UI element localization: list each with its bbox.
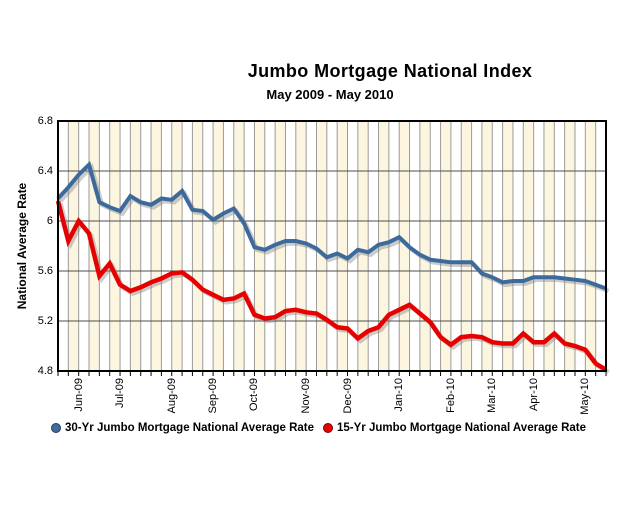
x-tick-label: Sep-09 xyxy=(207,378,220,414)
x-tick-label: Jun-09 xyxy=(72,378,85,412)
plot-stripe xyxy=(120,121,131,371)
chart-title: Jumbo Mortgage National Index xyxy=(247,61,533,81)
x-tick-label: Dec-09 xyxy=(341,378,354,414)
plot-stripe xyxy=(512,121,524,371)
plot-stripe xyxy=(554,121,565,371)
x-tick-label: Jul-09 xyxy=(114,378,127,408)
plot-stripe xyxy=(399,121,410,371)
series-line-15yr xyxy=(55,200,608,372)
plot-stripe xyxy=(295,121,307,371)
plot-stripe xyxy=(130,121,141,371)
plot-stripe xyxy=(533,121,544,371)
plot-stripe xyxy=(275,121,286,371)
plot-stripe xyxy=(430,121,441,371)
y-tick-label: 4.8 xyxy=(37,365,53,377)
plot-stripe xyxy=(388,121,400,371)
plot-stripe xyxy=(419,121,431,371)
x-tick-label: Oct-09 xyxy=(248,378,261,412)
x-tick-label: Feb-10 xyxy=(444,378,457,413)
plot-stripe xyxy=(368,121,379,371)
y-tick-label: 6.4 xyxy=(37,165,53,177)
plot-stripe xyxy=(202,121,214,371)
plot-stripe xyxy=(58,121,69,371)
plot-stripe xyxy=(337,121,348,371)
plot-stripe xyxy=(223,121,234,371)
y-tick-label: 5.2 xyxy=(37,315,53,327)
y-tick-label: 6 xyxy=(46,215,53,227)
plot-stripe xyxy=(244,121,255,371)
series-line-30yr xyxy=(56,160,607,291)
plot-stripe xyxy=(109,121,121,371)
plot-stripe xyxy=(78,121,90,371)
legend-item: 15-Yr Jumbo Mortgage National Average Ra… xyxy=(323,422,586,434)
plot-stripe xyxy=(574,121,586,371)
plot-stripe xyxy=(182,121,193,371)
series-shadow xyxy=(58,162,610,294)
plot-stripe xyxy=(347,121,358,371)
plot-stripe xyxy=(481,121,493,371)
legend-item: 30-Yr Jumbo Mortgage National Average Ra… xyxy=(50,422,314,434)
plot-stripe xyxy=(233,121,245,371)
plot-stripe xyxy=(502,121,513,371)
y-tick-label: 6.8 xyxy=(37,115,53,127)
legend-dot-icon xyxy=(50,423,61,433)
y-tick-label: 5.6 xyxy=(37,265,53,277)
plot-stripe xyxy=(316,121,327,371)
plot-stripe xyxy=(543,121,555,371)
plot-stripe xyxy=(523,121,534,371)
plot-stripe xyxy=(471,121,482,371)
plot-stripe xyxy=(171,121,183,371)
plot-stripe xyxy=(595,121,606,371)
plot-stripe xyxy=(99,121,110,371)
x-tick-label: Nov-09 xyxy=(300,378,313,414)
plot-stripe xyxy=(161,121,172,371)
plot-stripe xyxy=(285,121,296,371)
x-tick-label: Apr-10 xyxy=(527,378,540,412)
plot-stripe xyxy=(461,121,472,371)
plot-stripe xyxy=(378,121,389,371)
x-tick-label: Aug-09 xyxy=(165,378,178,414)
legend-label: 15-Yr Jumbo Mortgage National Average Ra… xyxy=(337,422,587,434)
plot-stripe xyxy=(492,121,503,371)
plot-stripe xyxy=(585,121,596,371)
x-tick-label: May-10 xyxy=(579,378,592,415)
plot-stripe xyxy=(151,121,162,371)
x-tick-label: Jan-10 xyxy=(393,378,406,412)
plot-stripe xyxy=(140,121,152,371)
plot-stripe xyxy=(326,121,338,371)
plot-stripe xyxy=(450,121,462,371)
plot-stripe xyxy=(213,121,224,371)
chart-subtitle: May 2009 - May 2010 xyxy=(266,87,394,102)
plot-border xyxy=(57,120,607,372)
plot-stripe xyxy=(409,121,420,371)
plot-stripe xyxy=(68,121,79,371)
legend: 30-Yr Jumbo Mortgage National Average Ra… xyxy=(0,422,637,434)
plot-stripe xyxy=(357,121,369,371)
legend-dot-icon xyxy=(323,423,333,433)
plot-stripe xyxy=(564,121,575,371)
plot-stripe xyxy=(254,121,265,371)
plot-stripe xyxy=(440,121,451,371)
legend-label: 30-Yr Jumbo Mortgage National Average Ra… xyxy=(64,422,314,434)
plot-stripe xyxy=(192,121,203,371)
x-tick-label: Mar-10 xyxy=(486,378,499,413)
